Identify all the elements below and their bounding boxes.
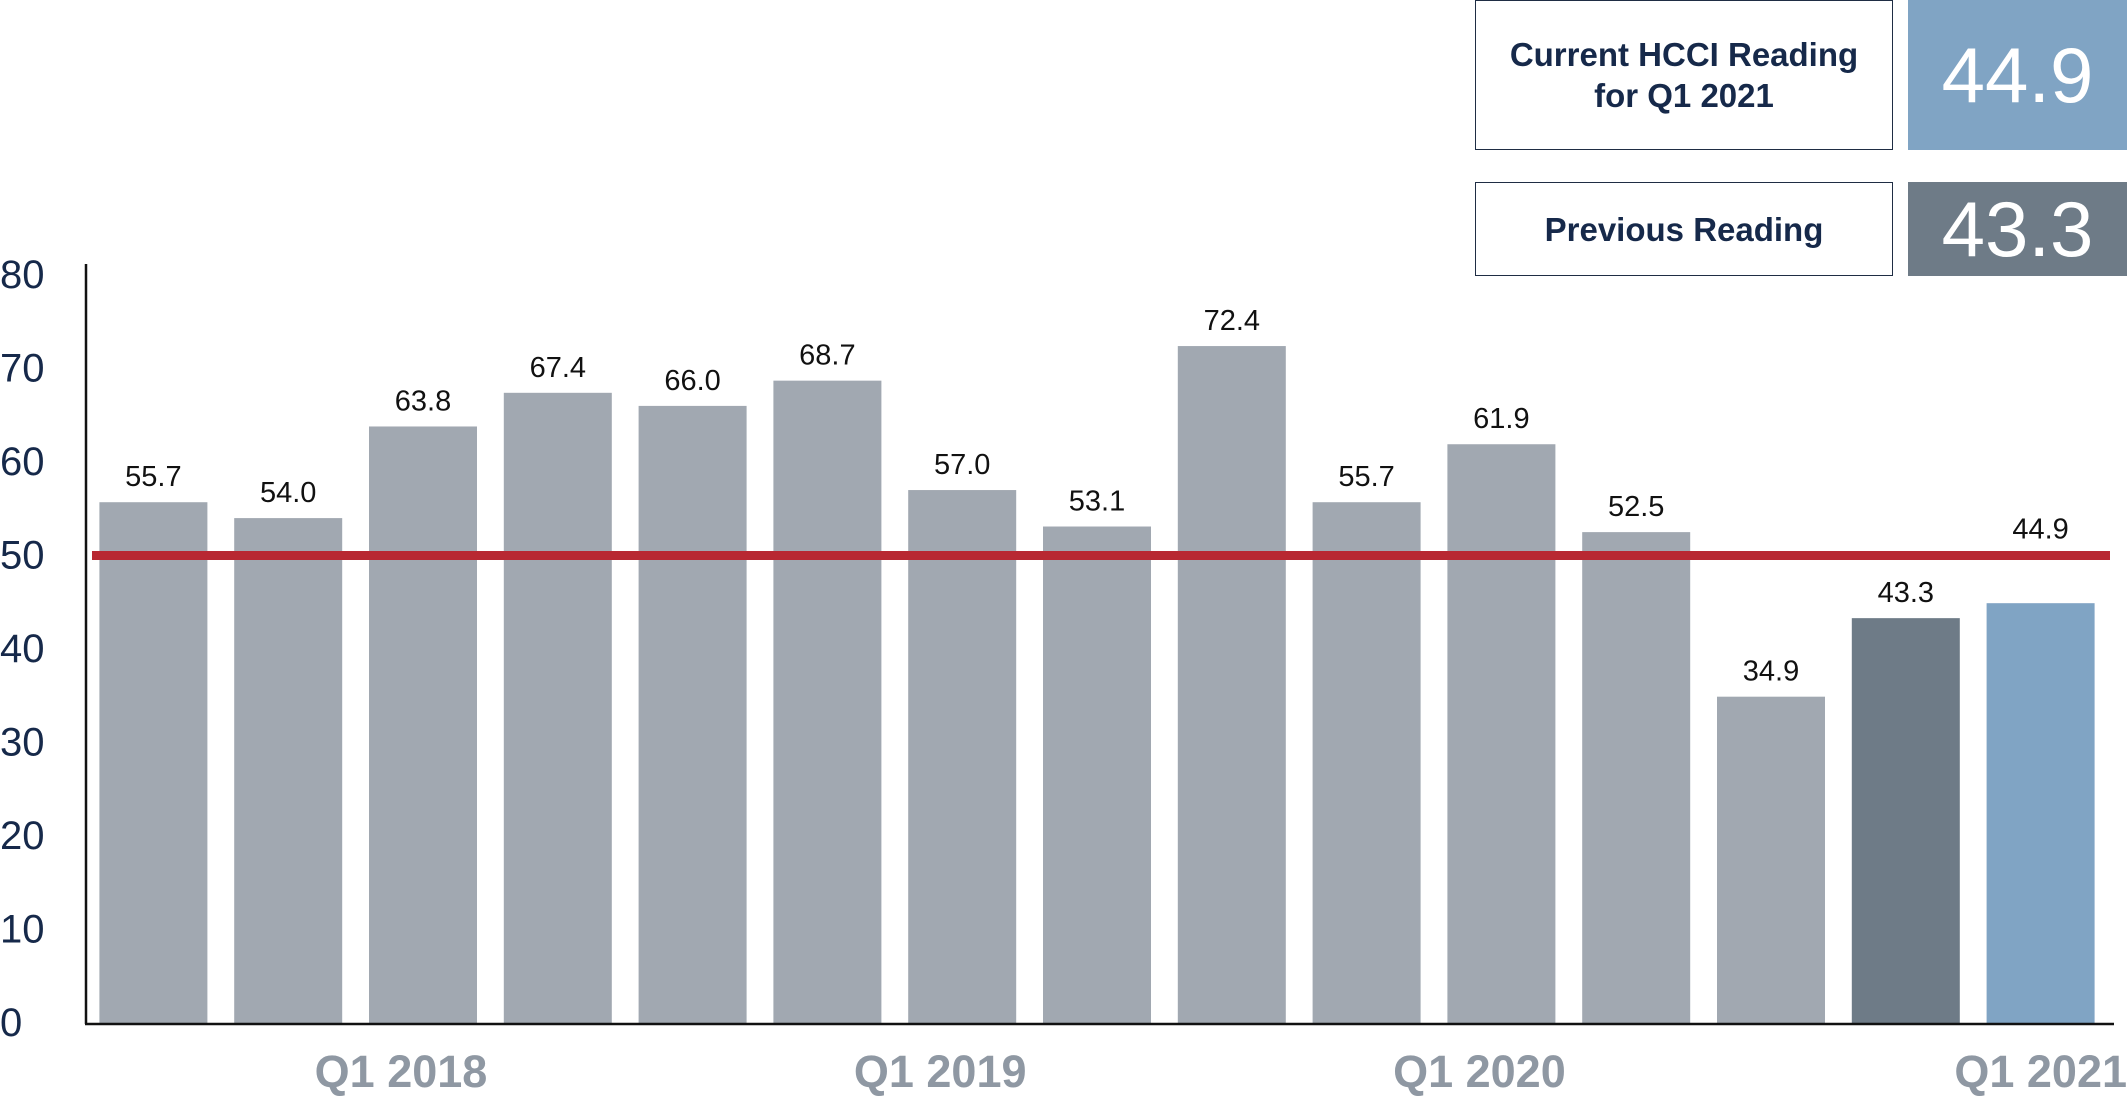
bar-value-label-14: 44.9 — [2012, 514, 2068, 546]
bar-4 — [638, 405, 747, 1023]
y-tick-label-40: 40 — [0, 627, 45, 671]
period-label-q1-2018: Q1 2018 — [315, 1046, 488, 1097]
bar-11 — [1582, 532, 1691, 1023]
current-reading-label-line1: Current HCCI Reading — [1509, 36, 1859, 73]
y-axis-ticks: 0 10 20 30 40 50 60 70 80 — [0, 253, 45, 1045]
bar-value-label-9: 55.7 — [1338, 461, 1394, 493]
bar-value-label-13: 43.3 — [1878, 577, 1934, 609]
previous-reading-label: Previous Reading — [1475, 182, 1893, 276]
y-tick-label-70: 70 — [0, 347, 45, 391]
current-reading-label-line2: for Q1 2021 — [1594, 77, 1774, 114]
bar-value-label-7: 53.1 — [1069, 486, 1125, 518]
bar-5 — [773, 380, 882, 1023]
bar-2 — [369, 426, 477, 1024]
bar-9 — [1312, 502, 1421, 1024]
bar-1 — [234, 518, 343, 1023]
bar-value-label-8: 72.4 — [1204, 305, 1260, 337]
bar-value-label-5: 68.7 — [799, 340, 855, 372]
bars-group — [99, 346, 2095, 1024]
bar-8 — [1177, 346, 1286, 1023]
y-tick-label-10: 10 — [0, 908, 45, 952]
bar-value-label-1: 54.0 — [260, 477, 316, 509]
bar-12 — [1717, 696, 1825, 1023]
bar-value-label-4: 66.0 — [664, 365, 720, 397]
y-tick-label-60: 60 — [0, 440, 45, 484]
bar-7 — [1043, 526, 1151, 1023]
value-labels-group: 55.7 54.0 63.8 67.4 66.0 68.7 57.0 53.1 72.4 55.7… — [125, 305, 2069, 688]
bar-value-label-3: 67.4 — [530, 352, 586, 384]
y-tick-label-30: 30 — [0, 721, 45, 765]
bar-value-label-11: 52.5 — [1608, 491, 1664, 523]
bar-value-label-0: 55.7 — [125, 461, 181, 493]
current-reading-label: Current HCCI Reading for Q1 2021 — [1475, 0, 1893, 150]
current-reading-value: 44.9 — [1908, 0, 2127, 150]
bar-value-label-12: 34.9 — [1743, 656, 1799, 688]
bar-0 — [99, 502, 208, 1024]
period-label-q1-2021: Q1 2021 — [1954, 1046, 2127, 1097]
period-labels-group: Q1 2018 Q1 2019 Q1 2020 Q1 2021 — [315, 1046, 2127, 1097]
y-tick-label-0: 0 — [0, 1001, 22, 1045]
bar-value-label-10: 61.9 — [1473, 403, 1529, 435]
y-tick-label-50: 50 — [0, 534, 45, 578]
y-tick-label-80: 80 — [0, 253, 45, 297]
bar-6 — [908, 490, 1017, 1023]
bar-value-label-6: 57.0 — [934, 449, 990, 481]
bar-10 — [1447, 444, 1556, 1023]
bar-3 — [503, 392, 612, 1023]
axes-group — [84, 264, 2114, 1026]
y-tick-label-20: 20 — [0, 814, 45, 858]
previous-reading-value: 43.3 — [1908, 182, 2127, 276]
bar-14 — [1986, 603, 2095, 1023]
period-label-q1-2020: Q1 2020 — [1393, 1046, 1566, 1097]
period-label-q1-2019: Q1 2019 — [854, 1046, 1027, 1097]
bar-value-label-2: 63.8 — [395, 385, 451, 417]
bar-13 — [1851, 618, 1960, 1023]
